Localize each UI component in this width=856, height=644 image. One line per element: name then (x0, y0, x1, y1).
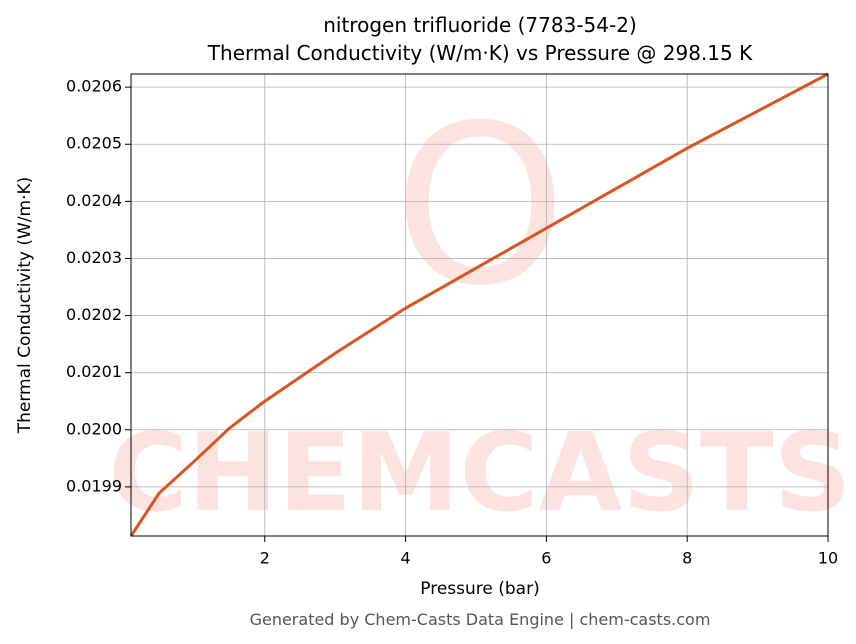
y-tick-label: 0.0201 (66, 362, 122, 381)
y-tick-label: 0.0200 (66, 419, 122, 438)
watermark: CHEMCASTS (109, 411, 852, 536)
footer: Generated by Chem-Casts Data Engine | ch… (250, 610, 711, 629)
x-tick-label: 10 (818, 549, 838, 568)
y-tick-label: 0.0205 (66, 134, 122, 153)
y-axis-label: Thermal Conductivity (W/m·K) (15, 177, 35, 435)
y-tick-label: 0.0202 (66, 305, 122, 324)
y-tick-label: 0.0203 (66, 248, 122, 267)
chart-subtitle: Thermal Conductivity (W/m·K) vs Pressure… (207, 41, 753, 65)
plot-frame (130, 73, 829, 537)
x-tick-label: 4 (400, 549, 410, 568)
x-tick-label: 8 (682, 549, 692, 568)
x-tick-label: 6 (541, 549, 551, 568)
y-tick-label: 0.0199 (66, 476, 122, 495)
x-tick-label: 2 (260, 549, 270, 568)
data-line (129, 72, 829, 537)
y-tick-label: 0.0206 (66, 77, 122, 96)
x-axis-label: Pressure (bar) (420, 579, 539, 599)
chart-title: nitrogen trifluoride (7783-54-2) (323, 13, 637, 37)
watermark-ring: O (393, 78, 566, 334)
y-tick-label: 0.0204 (66, 191, 122, 210)
